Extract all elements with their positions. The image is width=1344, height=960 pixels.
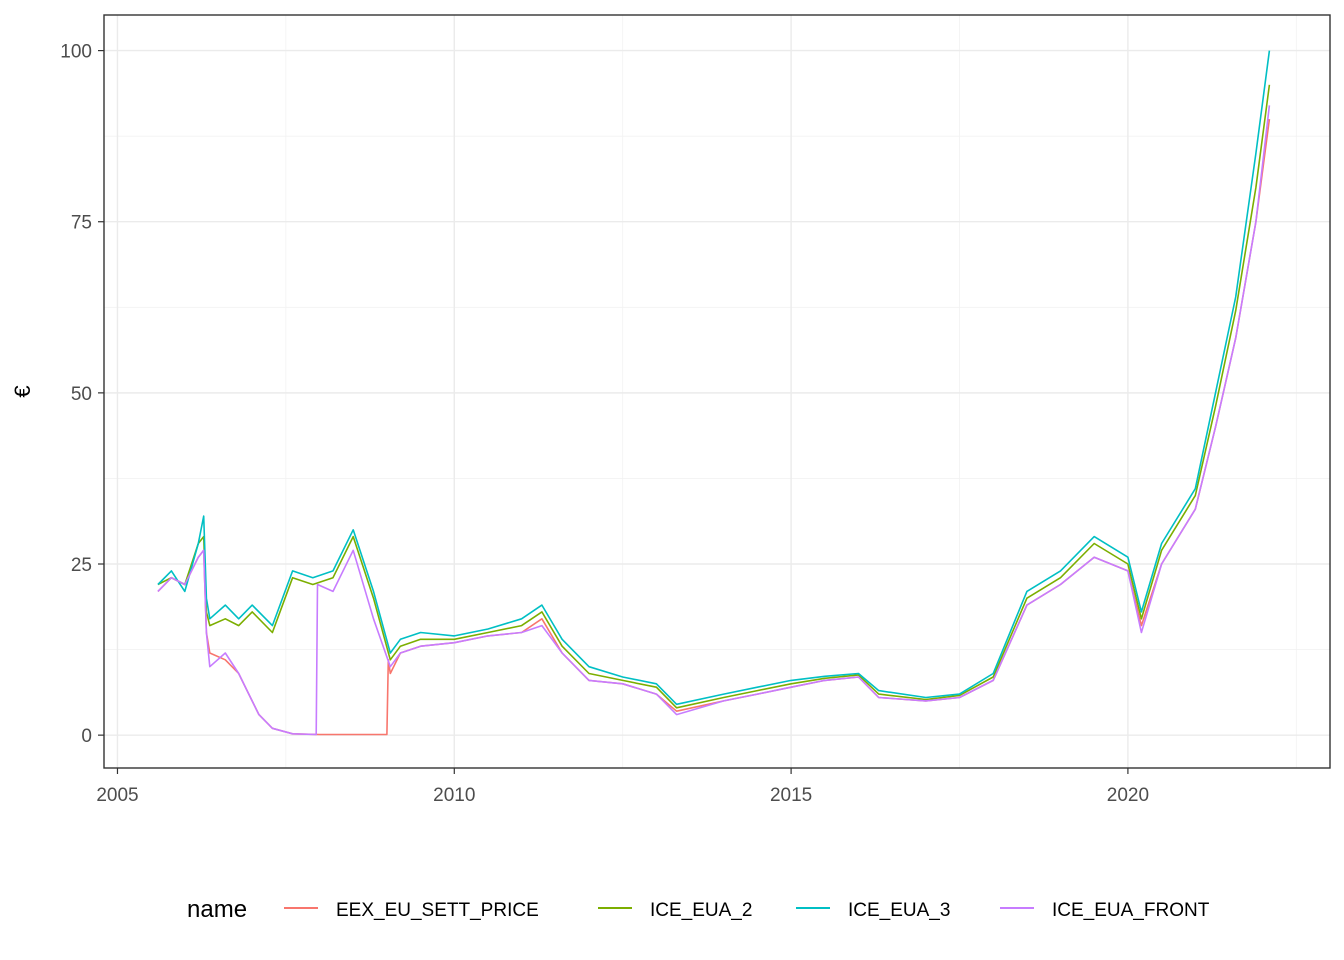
- y-axis-title: €: [10, 385, 35, 397]
- legend-title: name: [187, 896, 247, 923]
- series-layer: [157, 50, 1271, 736]
- y-tick-label: 50: [71, 384, 92, 405]
- legend-label-2: ICE_EUA_3: [848, 900, 950, 921]
- x-axis: 2005 2010 2015 2020: [96, 768, 1149, 806]
- legend-label-0: EEX_EU_SETT_PRICE: [336, 900, 539, 921]
- y-tick-label: 25: [71, 555, 92, 576]
- legend-label-3: ICE_EUA_FRONT: [1052, 900, 1210, 921]
- grid-major: [104, 15, 1330, 768]
- series-line-2: [157, 50, 1271, 706]
- legend: name EEX_EU_SETT_PRICE ICE_EUA_2 ICE_EUA_3…: [187, 896, 1210, 923]
- grid-minor: [104, 15, 1330, 768]
- legend-label-1: ICE_EUA_2: [650, 900, 752, 921]
- y-tick-label: 0: [81, 726, 92, 747]
- series-line-3: [157, 105, 1271, 736]
- y-tick-label: 75: [71, 213, 92, 234]
- x-tick-label: 2010: [433, 785, 475, 806]
- panel-border: [103, 14, 1331, 769]
- y-tick-label: 100: [60, 42, 92, 63]
- x-tick-label: 2005: [96, 785, 138, 806]
- y-axis: 0 25 50 75 100: [60, 42, 104, 747]
- legend-items: EEX_EU_SETT_PRICE ICE_EUA_2 ICE_EUA_3 ICE_E…: [284, 900, 1210, 921]
- x-tick-label: 2015: [770, 785, 812, 806]
- x-tick-label: 2020: [1107, 785, 1149, 806]
- series-line-1: [157, 84, 1271, 709]
